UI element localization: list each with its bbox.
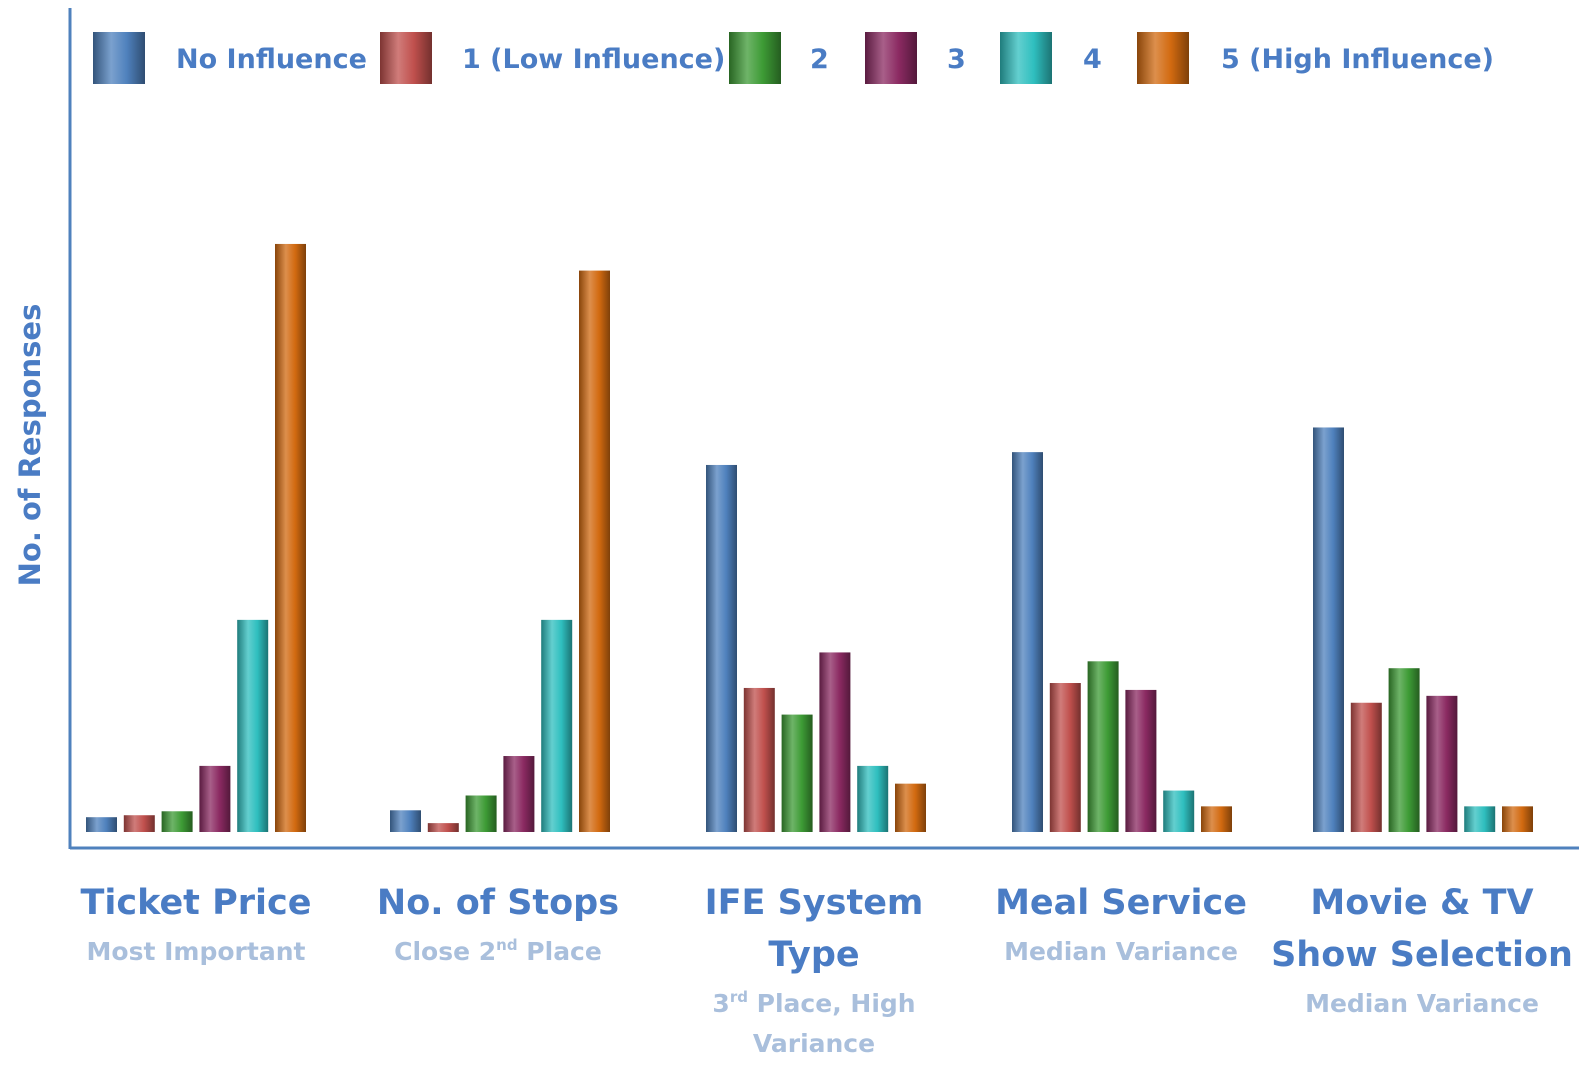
category-label: Movie & TV	[1310, 883, 1533, 923]
legend-label: 2	[810, 44, 829, 75]
bar	[1502, 806, 1533, 832]
category-label: Show Selection	[1271, 935, 1573, 975]
category-label: Ticket Price	[80, 883, 311, 923]
category-sublabel: Close 2nd Place	[394, 936, 602, 966]
legend-label: 3	[947, 44, 966, 75]
category-sublabel: Median Variance	[1305, 989, 1539, 1018]
category-labels: Ticket Price Most Important No. of Stops Cl…	[80, 883, 1572, 1058]
bar	[1012, 452, 1043, 832]
category-label: Type	[768, 935, 859, 975]
bar	[390, 810, 421, 832]
legend-swatch	[1137, 32, 1189, 84]
bar	[895, 783, 926, 832]
y-axis-label: No. of Responses	[13, 304, 47, 587]
bar	[1313, 427, 1344, 832]
bars	[86, 243, 1533, 833]
bar	[161, 811, 193, 832]
bar	[857, 765, 889, 832]
bar	[781, 714, 813, 832]
category-sublabel: Most Important	[87, 937, 306, 966]
bar	[275, 243, 306, 833]
bar	[199, 765, 231, 832]
legend: No Influence 1 (Low Influence) 2 3 4 5 (High …	[93, 32, 1494, 84]
bar	[86, 817, 117, 832]
bar	[503, 756, 535, 832]
bar	[541, 619, 573, 832]
bar	[1388, 668, 1420, 832]
legend-swatch	[729, 32, 781, 84]
category-label: No. of Stops	[377, 883, 619, 923]
legend-label: 5 (High Influence)	[1221, 44, 1494, 75]
bar	[465, 795, 497, 832]
bar	[706, 464, 737, 832]
category-label: IFE System	[705, 883, 924, 923]
category-sublabel: Variance	[753, 1029, 875, 1058]
bar	[579, 270, 610, 832]
bar	[1464, 806, 1496, 832]
category-sublabel: 3rd Place, High	[712, 988, 915, 1018]
legend-label: 4	[1083, 44, 1102, 75]
category-label: Meal Service	[995, 883, 1247, 923]
bar	[1049, 683, 1081, 832]
bar	[1426, 695, 1458, 832]
bar	[819, 652, 851, 832]
legend-label: 1 (Low Influence)	[462, 44, 725, 75]
bar	[743, 687, 775, 832]
bar	[427, 823, 459, 832]
bar	[237, 619, 269, 832]
legend-swatch	[93, 32, 145, 84]
bar	[1125, 689, 1157, 832]
legend-swatch	[1000, 32, 1052, 84]
legend-swatch	[380, 32, 432, 84]
category-sublabel: Median Variance	[1004, 937, 1238, 966]
bar	[123, 815, 155, 832]
legend-label: No Influence	[176, 44, 367, 75]
bar	[1087, 661, 1119, 832]
legend-swatch	[865, 32, 917, 84]
bar	[1163, 790, 1195, 832]
bar	[1350, 702, 1382, 832]
bar	[1201, 806, 1232, 832]
